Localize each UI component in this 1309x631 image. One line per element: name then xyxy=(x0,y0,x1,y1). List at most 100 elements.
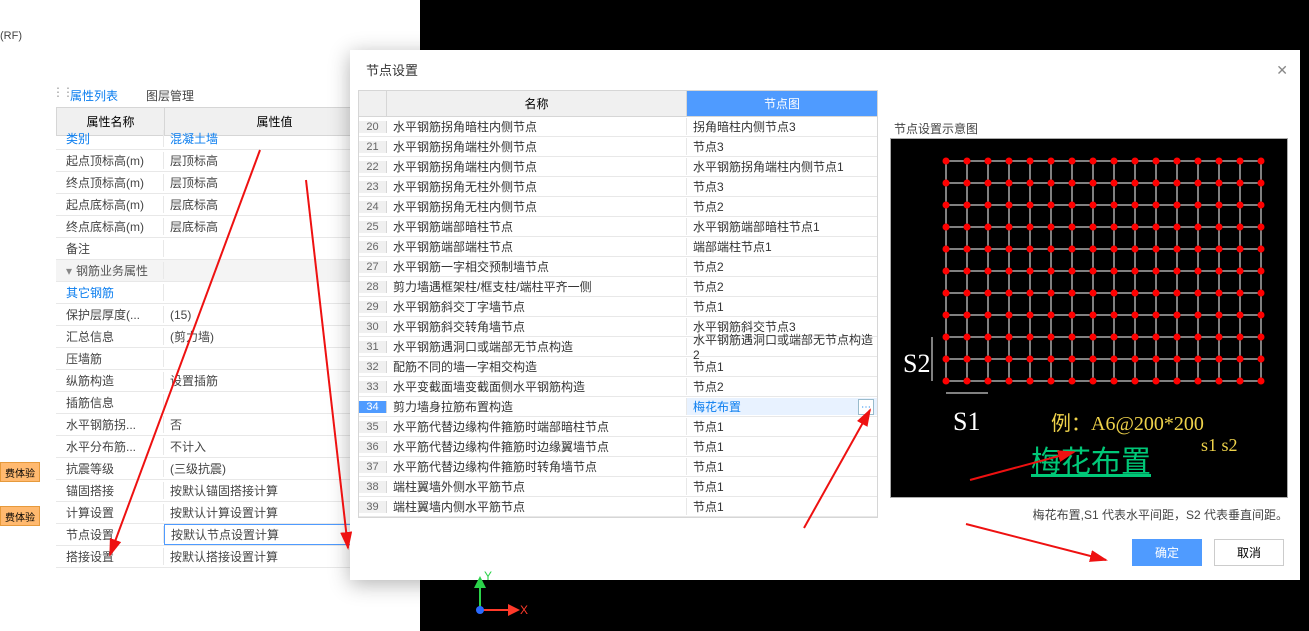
row-node[interactable]: 节点1 xyxy=(687,458,877,475)
row-index: 38 xyxy=(359,481,387,493)
row-node[interactable]: 端部端柱节点1 xyxy=(687,238,877,255)
prop-row[interactable]: 类别混凝土墙 xyxy=(56,128,386,150)
row-node[interactable]: 水平钢筋端部暗柱节点1 xyxy=(687,218,877,235)
prop-row[interactable]: 插筋信息 xyxy=(56,392,386,414)
row-name: 水平钢筋端部暗柱节点 xyxy=(387,218,687,235)
row-name: 水平变截面墙变截面侧水平钢筋构造 xyxy=(387,378,687,395)
prop-row[interactable]: 抗震等级(三级抗震) xyxy=(56,458,386,480)
table-row[interactable]: 25水平钢筋端部暗柱节点水平钢筋端部暗柱节点1 xyxy=(359,217,877,237)
prop-row[interactable]: 节点设置按默认节点设置计算⋯ xyxy=(56,524,386,546)
prop-row[interactable]: 水平分布筋...不计入 xyxy=(56,436,386,458)
table-row[interactable]: 26水平钢筋端部端柱节点端部端柱节点1 xyxy=(359,237,877,257)
table-row[interactable]: 29水平钢筋斜交丁字墙节点节点1 xyxy=(359,297,877,317)
prop-name: 终点顶标高(m) xyxy=(56,174,164,191)
row-node[interactable]: 梅花布置⋯ xyxy=(687,398,877,415)
prop-name: 锚固搭接 xyxy=(56,482,164,499)
prop-row[interactable]: 终点底标高(m)层底标高 xyxy=(56,216,386,238)
table-row[interactable]: 36水平筋代替边缘构件箍筋时边缘翼墙节点节点1 xyxy=(359,437,877,457)
ok-button[interactable]: 确定 xyxy=(1132,539,1202,566)
row-index: 29 xyxy=(359,301,387,313)
table-row[interactable]: 21水平钢筋拐角端柱外侧节点节点3 xyxy=(359,137,877,157)
sub-label: s1 s2 xyxy=(1201,435,1238,456)
preview-label: 节点设置示意图 xyxy=(894,120,978,137)
ellipsis-icon[interactable]: ⋯ xyxy=(858,399,874,415)
prop-name: 节点设置 xyxy=(56,526,164,543)
prop-row[interactable]: ▾钢筋业务属性 xyxy=(56,260,386,282)
table-row[interactable]: 24水平钢筋拐角无柱内侧节点节点2 xyxy=(359,197,877,217)
prop-row[interactable]: 备注 xyxy=(56,238,386,260)
prop-row[interactable]: 保护层厚度(...(15) xyxy=(56,304,386,326)
row-node[interactable]: 节点2 xyxy=(687,278,877,295)
row-node[interactable]: 节点2 xyxy=(687,258,877,275)
table-row[interactable]: 32配筋不同的墙一字相交构造节点1 xyxy=(359,357,877,377)
close-icon[interactable]: ✕ xyxy=(1276,62,1288,79)
prop-name: 类别 xyxy=(56,130,164,147)
prop-row[interactable]: 汇总信息(剪力墙) xyxy=(56,326,386,348)
prop-name: 水平分布筋... xyxy=(56,438,164,455)
row-name: 水平钢筋拐角暗柱内侧节点 xyxy=(387,118,687,135)
svg-text:Y: Y xyxy=(484,570,492,583)
prop-name: 抗震等级 xyxy=(56,460,164,477)
prop-name: 搭接设置 xyxy=(56,548,164,565)
row-index: 24 xyxy=(359,201,387,213)
prop-row[interactable]: 起点顶标高(m)层顶标高 xyxy=(56,150,386,172)
row-node[interactable]: 水平钢筋拐角端柱内侧节点1 xyxy=(687,158,877,175)
table-row[interactable]: 27水平钢筋一字相交预制墙节点节点2 xyxy=(359,257,877,277)
table-row[interactable]: 38端柱翼墙外侧水平筋节点节点1 xyxy=(359,477,877,497)
table-row[interactable]: 22水平钢筋拐角端柱内侧节点水平钢筋拐角端柱内侧节点1 xyxy=(359,157,877,177)
cancel-button[interactable]: 取消 xyxy=(1214,539,1284,566)
node-grid: 名称 节点图 20水平钢筋拐角暗柱内侧节点拐角暗柱内侧节点321水平钢筋拐角端柱… xyxy=(358,90,878,518)
row-name: 水平钢筋拐角无柱内侧节点 xyxy=(387,198,687,215)
row-node[interactable]: 节点1 xyxy=(687,478,877,495)
row-node[interactable]: 节点1 xyxy=(687,438,877,455)
row-node[interactable]: 节点3 xyxy=(687,178,877,195)
prop-row[interactable]: 压墙筋 xyxy=(56,348,386,370)
orange-tag-1[interactable]: 费体验 xyxy=(0,462,40,482)
row-node[interactable]: 节点1 xyxy=(687,358,877,375)
row-name: 水平钢筋一字相交预制墙节点 xyxy=(387,258,687,275)
row-node[interactable]: 节点2 xyxy=(687,198,877,215)
svg-text:X: X xyxy=(520,603,528,617)
table-row[interactable]: 31水平钢筋遇洞口或端部无节点构造水平钢筋遇洞口或端部无节点构造2 xyxy=(359,337,877,357)
row-index: 22 xyxy=(359,161,387,173)
prop-name: 其它钢筋 xyxy=(56,284,164,301)
row-name: 水平钢筋斜交丁字墙节点 xyxy=(387,298,687,315)
prop-row[interactable]: 搭接设置按默认搭接设置计算 xyxy=(56,546,386,568)
row-name: 配筋不同的墙一字相交构造 xyxy=(387,358,687,375)
row-node[interactable]: 拐角暗柱内侧节点3 xyxy=(687,118,877,135)
row-index: 21 xyxy=(359,141,387,153)
rf-label: (RF) xyxy=(0,30,22,42)
prop-row[interactable]: 锚固搭接按默认锚固搭接计算 xyxy=(56,480,386,502)
prop-row[interactable]: 终点顶标高(m)层顶标高 xyxy=(56,172,386,194)
row-node[interactable]: 节点1 xyxy=(687,498,877,515)
row-name: 水平筋代替边缘构件箍筋时端部暗柱节点 xyxy=(387,418,687,435)
row-index: 25 xyxy=(359,221,387,233)
table-row[interactable]: 39端柱翼墙内侧水平筋节点节点1 xyxy=(359,497,877,517)
row-index: 31 xyxy=(359,341,387,353)
row-name: 端柱翼墙内侧水平筋节点 xyxy=(387,498,687,515)
prop-row[interactable]: 起点底标高(m)层底标高 xyxy=(56,194,386,216)
row-name: 水平钢筋拐角端柱内侧节点 xyxy=(387,158,687,175)
table-row[interactable]: 33水平变截面墙变截面侧水平钢筋构造节点2 xyxy=(359,377,877,397)
row-name: 水平筋代替边缘构件箍筋时转角墙节点 xyxy=(387,458,687,475)
prop-row[interactable]: 水平钢筋拐...否 xyxy=(56,414,386,436)
row-index: 34 xyxy=(359,401,387,413)
col-node[interactable]: 节点图 xyxy=(687,91,877,116)
prop-row[interactable]: 计算设置按默认计算设置计算 xyxy=(56,502,386,524)
row-node[interactable]: 节点1 xyxy=(687,298,877,315)
table-row[interactable]: 28剪力墙遇框架柱/框支柱/端柱平齐一侧节点2 xyxy=(359,277,877,297)
table-row[interactable]: 37水平筋代替边缘构件箍筋时转角墙节点节点1 xyxy=(359,457,877,477)
table-row[interactable]: 35水平筋代替边缘构件箍筋时端部暗柱节点节点1 xyxy=(359,417,877,437)
row-node[interactable]: 节点3 xyxy=(687,138,877,155)
row-index: 20 xyxy=(359,121,387,133)
table-row[interactable]: 34剪力墙身拉筋布置构造梅花布置⋯ xyxy=(359,397,877,417)
grid-body: 20水平钢筋拐角暗柱内侧节点拐角暗柱内侧节点321水平钢筋拐角端柱外侧节点节点3… xyxy=(359,117,877,517)
prop-row[interactable]: 纵筋构造设置插筋 xyxy=(56,370,386,392)
row-node[interactable]: 节点1 xyxy=(687,418,877,435)
table-row[interactable]: 23水平钢筋拐角无柱外侧节点节点3 xyxy=(359,177,877,197)
row-node[interactable]: 节点2 xyxy=(687,378,877,395)
row-name: 水平钢筋斜交转角墙节点 xyxy=(387,318,687,335)
prop-row[interactable]: 其它钢筋 xyxy=(56,282,386,304)
table-row[interactable]: 20水平钢筋拐角暗柱内侧节点拐角暗柱内侧节点3 xyxy=(359,117,877,137)
orange-tag-2[interactable]: 费体验 xyxy=(0,506,40,526)
